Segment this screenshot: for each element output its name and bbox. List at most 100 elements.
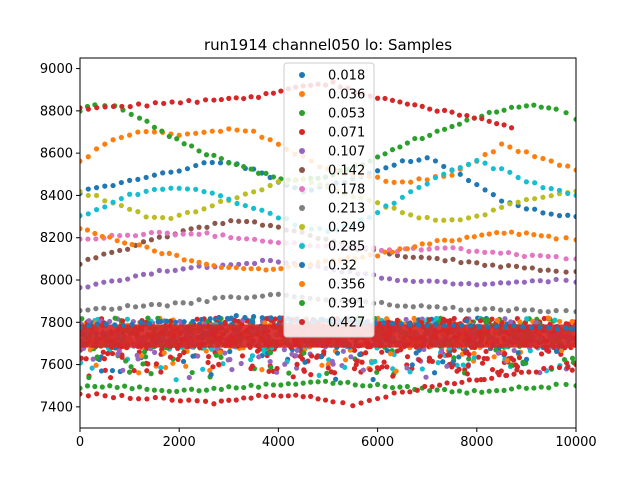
band-sample-point — [105, 351, 111, 357]
band-sample-point — [489, 366, 496, 373]
data-point — [267, 222, 274, 229]
data-point — [474, 248, 480, 254]
data-point — [501, 107, 507, 113]
data-point — [496, 372, 502, 378]
band-sample-point — [200, 366, 206, 372]
band-sample-point — [131, 367, 137, 374]
data-point — [234, 127, 240, 133]
data-point — [236, 294, 242, 301]
band-sample-point — [235, 318, 242, 325]
data-point — [449, 389, 455, 395]
data-point — [529, 252, 535, 258]
x-tick-label: 10000 — [555, 435, 596, 450]
data-point — [270, 392, 277, 398]
data-point — [537, 267, 543, 273]
data-point — [177, 398, 184, 404]
data-point — [486, 118, 492, 124]
data-point — [224, 315, 231, 322]
data-point — [382, 383, 388, 390]
data-point — [241, 265, 247, 272]
data-point — [270, 266, 277, 272]
data-point — [308, 379, 314, 385]
data-point — [140, 231, 147, 238]
data-point — [565, 163, 571, 169]
band-sample-point — [483, 348, 489, 355]
data-point — [415, 322, 422, 328]
data-point — [410, 278, 416, 285]
data-point — [202, 97, 209, 103]
data-point — [410, 254, 416, 260]
data-point — [505, 280, 512, 286]
data-point — [573, 192, 576, 199]
data-point — [499, 198, 505, 204]
data-point — [424, 323, 430, 329]
data-point — [85, 307, 91, 313]
data-point — [255, 384, 262, 390]
data-point — [427, 241, 433, 247]
data-point — [422, 383, 428, 390]
band-sample-point — [249, 363, 255, 369]
data-point — [242, 314, 248, 321]
band-sample-point — [494, 317, 500, 323]
data-point — [117, 247, 123, 254]
band-sample-point — [98, 368, 105, 374]
data-point — [164, 318, 170, 324]
legend-box — [283, 62, 375, 338]
data-point — [125, 276, 131, 282]
band-sample-point — [119, 354, 125, 360]
data-point — [434, 304, 440, 310]
data-point — [394, 303, 401, 309]
band-sample-point — [158, 364, 164, 371]
data-point — [189, 386, 195, 392]
data-point — [383, 203, 389, 209]
data-point — [554, 326, 561, 332]
data-point — [481, 376, 487, 383]
band-sample-point — [210, 364, 216, 370]
data-point — [138, 319, 144, 326]
data-point — [404, 101, 410, 107]
data-point — [117, 277, 123, 284]
data-point — [418, 303, 424, 309]
band-sample-point — [140, 361, 146, 367]
data-point — [188, 231, 194, 237]
data-point — [516, 384, 522, 390]
data-point — [537, 308, 543, 315]
data-point — [94, 105, 100, 111]
data-point — [441, 217, 447, 223]
data-point — [546, 385, 552, 391]
data-point — [532, 206, 538, 212]
data-point — [494, 323, 500, 329]
band-sample-point — [267, 359, 273, 365]
band-sample-point — [440, 359, 446, 365]
data-point — [80, 284, 83, 291]
band-sample-point — [325, 365, 331, 371]
data-point — [209, 203, 215, 209]
data-point — [172, 300, 178, 306]
band-sample-point — [451, 355, 457, 361]
band-sample-point — [444, 363, 450, 369]
data-point — [397, 99, 403, 105]
data-point — [93, 207, 100, 213]
data-point — [172, 232, 178, 238]
data-point — [103, 321, 109, 327]
data-point — [389, 147, 396, 153]
data-point — [501, 122, 507, 128]
data-point — [143, 129, 149, 135]
data-point — [125, 246, 131, 252]
band-sample-point — [161, 350, 167, 356]
data-point — [471, 115, 477, 121]
data-point — [434, 108, 440, 114]
data-point — [548, 365, 554, 371]
data-point — [156, 229, 162, 235]
data-point — [490, 305, 496, 312]
data-point — [358, 400, 364, 406]
data-point — [226, 95, 232, 101]
legend-label: 0.142 — [328, 164, 365, 179]
band-sample-point — [324, 370, 330, 376]
data-point — [441, 322, 448, 329]
band-sample-point — [331, 370, 338, 376]
data-point — [217, 160, 224, 166]
data-point — [523, 196, 530, 203]
band-sample-point — [353, 362, 359, 368]
data-point — [556, 187, 563, 193]
